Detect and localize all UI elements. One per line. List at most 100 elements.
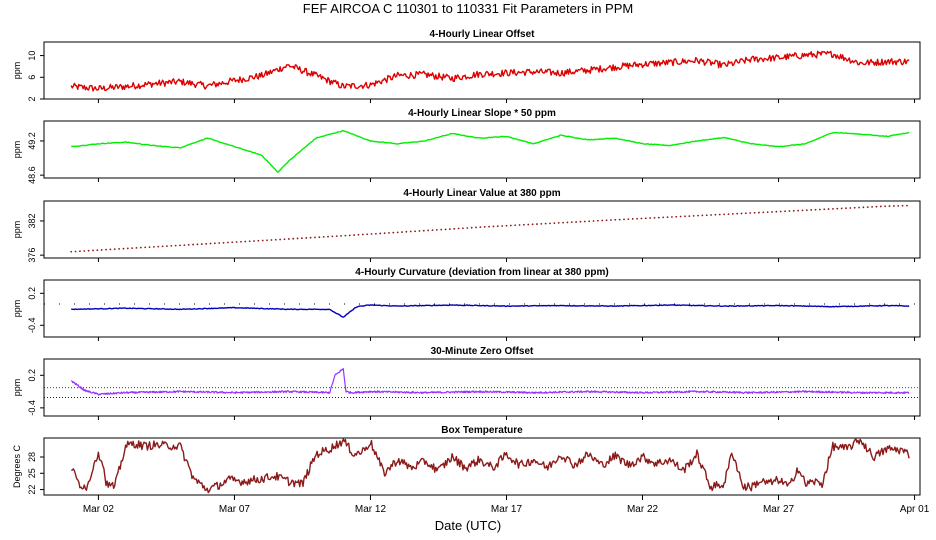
data-point	[701, 214, 704, 217]
data-point	[518, 224, 521, 226]
data-point	[414, 230, 416, 233]
series-line	[71, 437, 910, 494]
data-point	[562, 221, 564, 224]
data-point	[901, 204, 904, 207]
data-point	[579, 220, 582, 223]
series-line	[70, 368, 910, 396]
y-tick-label: 0.2	[27, 287, 37, 300]
data-point	[105, 248, 107, 251]
data-point	[771, 211, 773, 213]
data-point	[257, 239, 260, 242]
data-point	[366, 233, 369, 236]
data-point	[79, 250, 81, 253]
data-point	[575, 221, 578, 223]
data-point	[601, 219, 604, 222]
data-point	[684, 215, 686, 218]
data-point	[514, 224, 517, 227]
x-tick-label: Apr 01	[900, 504, 930, 515]
data-point	[453, 227, 456, 230]
panel-frame	[43, 279, 921, 338]
data-point	[845, 207, 847, 210]
data-point	[427, 229, 430, 232]
data-point	[557, 221, 560, 224]
x-tick-label: Mar 07	[219, 504, 251, 515]
data-point	[183, 244, 186, 246]
data-point	[697, 214, 699, 217]
data-point	[736, 212, 739, 215]
data-point	[283, 238, 286, 241]
panel-title: 4-Hourly Linear Slope * 50 ppm	[408, 108, 556, 119]
data-point	[270, 239, 273, 241]
data-point	[170, 244, 173, 247]
data-point	[779, 210, 782, 213]
data-point	[570, 221, 573, 224]
data-point	[305, 237, 308, 239]
data-point	[879, 205, 882, 208]
data-point	[636, 217, 638, 220]
data-point	[240, 240, 242, 243]
data-point	[483, 226, 486, 228]
data-point	[405, 230, 408, 233]
data-point	[135, 246, 138, 249]
data-point	[92, 249, 94, 252]
data-point	[327, 235, 329, 238]
data-point	[179, 244, 181, 247]
data-point	[592, 220, 595, 222]
data-point	[549, 222, 551, 225]
data-point	[627, 218, 630, 221]
data-point	[753, 211, 756, 214]
panel-1: 4-Hourly Linear Offset ppm 2 6 10	[12, 29, 921, 102]
data-point	[714, 213, 717, 216]
data-point	[666, 216, 669, 219]
data-point	[396, 231, 399, 234]
data-point	[679, 215, 682, 218]
data-point	[897, 204, 900, 207]
data-point	[296, 237, 299, 240]
data-point	[522, 223, 525, 226]
data-point	[544, 222, 547, 225]
data-point	[888, 205, 891, 207]
data-point	[553, 222, 556, 225]
y-tick-label: 6	[27, 75, 37, 80]
data-point	[618, 218, 621, 221]
data-point	[444, 228, 447, 231]
data-point	[309, 236, 312, 239]
data-point	[409, 230, 412, 233]
data-point	[866, 206, 869, 209]
data-point	[814, 208, 817, 211]
data-point	[87, 249, 90, 252]
data-point	[292, 237, 295, 240]
y-tick-label: 22	[27, 485, 37, 495]
data-point	[218, 242, 221, 244]
data-point	[213, 242, 216, 245]
data-point	[509, 224, 512, 227]
data-point	[157, 245, 160, 248]
data-point	[531, 223, 534, 226]
data-point	[527, 223, 530, 226]
y-tick-label: -0.4	[27, 318, 37, 334]
data-point	[827, 208, 830, 210]
y-tick-label: 376	[27, 248, 37, 263]
data-point	[479, 226, 482, 229]
data-point	[301, 237, 303, 240]
data-point	[144, 246, 147, 249]
y-tick-label: 0.2	[27, 369, 37, 382]
data-point	[605, 219, 608, 222]
data-point	[884, 205, 887, 208]
data-point	[231, 241, 234, 244]
data-point	[109, 248, 112, 251]
data-point	[370, 233, 373, 235]
data-point	[335, 235, 338, 238]
data-point	[653, 216, 656, 219]
data-point	[418, 230, 421, 232]
data-point	[862, 206, 865, 209]
data-point	[501, 225, 504, 227]
data-point	[810, 209, 813, 211]
data-point	[266, 239, 268, 242]
data-point	[205, 242, 208, 245]
y-tick-label: 2	[27, 96, 37, 101]
data-point	[788, 210, 791, 212]
data-point	[435, 228, 438, 231]
x-tick-label: Mar 12	[355, 504, 387, 515]
